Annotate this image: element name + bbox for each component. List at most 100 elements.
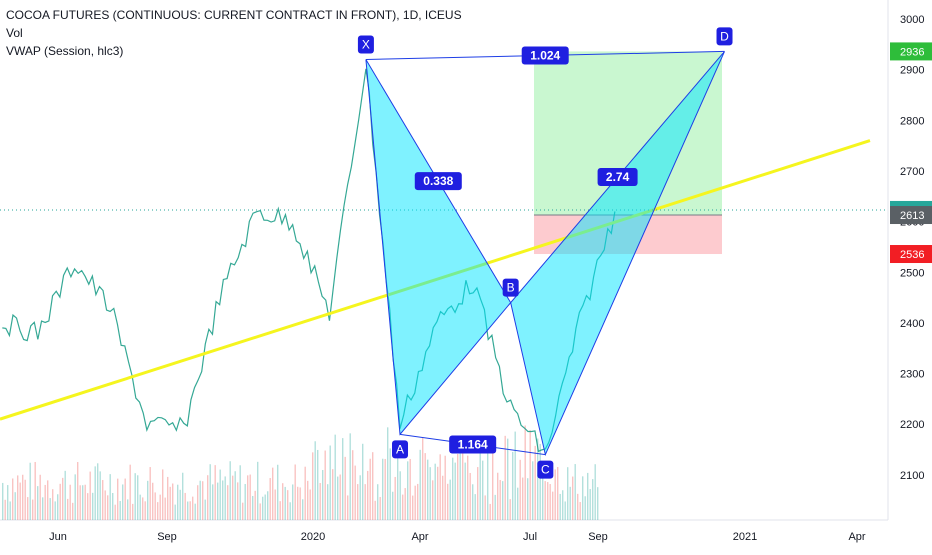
volume-bar bbox=[357, 484, 359, 520]
volume-bar bbox=[142, 497, 144, 520]
pattern-point-label: D bbox=[720, 29, 729, 43]
volume-bar bbox=[184, 492, 186, 520]
volume-bar bbox=[254, 490, 256, 520]
volume-bar bbox=[267, 491, 269, 520]
volume-bar bbox=[592, 479, 594, 520]
volume-bar bbox=[289, 502, 291, 520]
volume-bar bbox=[504, 435, 506, 520]
volume-bar bbox=[389, 448, 391, 520]
volume-bar bbox=[369, 458, 371, 520]
volume-bar bbox=[252, 495, 254, 520]
volume-bar bbox=[569, 486, 571, 520]
volume-bar bbox=[347, 495, 349, 520]
volume-bar bbox=[577, 493, 579, 520]
volume-bar bbox=[34, 461, 36, 520]
volume-bar bbox=[297, 486, 299, 520]
ratio-label: 1.024 bbox=[530, 48, 560, 62]
volume-bar bbox=[22, 474, 24, 520]
volume-bar bbox=[539, 443, 541, 520]
volume-bar bbox=[14, 492, 16, 520]
volume-bar bbox=[572, 476, 574, 520]
volume-bar bbox=[79, 485, 81, 520]
volume-bar bbox=[124, 478, 126, 520]
volume-bar bbox=[284, 486, 286, 520]
volume-bar bbox=[104, 490, 106, 520]
volume-bar bbox=[117, 478, 119, 520]
volume-bar bbox=[242, 502, 244, 520]
volume-bar bbox=[587, 472, 589, 520]
volume-bar bbox=[467, 455, 469, 520]
price-axis-tag bbox=[890, 42, 932, 61]
volume-bar bbox=[537, 438, 539, 520]
volume-bar bbox=[219, 469, 221, 520]
volume-bar bbox=[419, 449, 421, 520]
y-tick-label: 2200 bbox=[900, 419, 924, 431]
volume-bar bbox=[584, 496, 586, 520]
ratio-label-box bbox=[521, 46, 569, 65]
volume-bar bbox=[407, 461, 409, 520]
volume-bar bbox=[102, 480, 104, 520]
volume-bar bbox=[39, 474, 41, 520]
x-tick-label: Sep bbox=[157, 531, 177, 543]
y-tick-label: 3000 bbox=[900, 14, 924, 26]
volume-bar bbox=[469, 472, 471, 520]
volume-bar bbox=[377, 484, 379, 520]
volume-bar bbox=[129, 464, 131, 520]
volume-bar bbox=[444, 455, 446, 520]
volume-bar bbox=[424, 453, 426, 520]
volume-bar bbox=[139, 494, 141, 520]
volume-bar bbox=[534, 445, 536, 520]
volume-bar bbox=[44, 484, 46, 520]
volume-bar bbox=[112, 492, 114, 520]
pattern-point-box bbox=[357, 35, 374, 54]
volume-bar bbox=[387, 427, 389, 520]
volume-bar bbox=[499, 479, 501, 520]
volume-bar bbox=[514, 431, 516, 520]
volume-bar bbox=[9, 501, 11, 520]
price-series-line bbox=[2, 68, 616, 453]
pattern-triangle-xab bbox=[365, 59, 512, 436]
ratio-label-box bbox=[414, 172, 462, 191]
volume-bar bbox=[247, 475, 249, 520]
volume-bar bbox=[114, 504, 116, 520]
volume-bar bbox=[459, 451, 461, 520]
volume-bar bbox=[484, 495, 486, 520]
volume-bar bbox=[217, 482, 219, 520]
y-tick-label: 2500 bbox=[900, 267, 924, 279]
ratio-label-box bbox=[597, 168, 638, 187]
volume-bar bbox=[277, 464, 279, 520]
volume-bar bbox=[189, 501, 191, 520]
pattern-point-box bbox=[502, 278, 519, 297]
volume-bar bbox=[12, 478, 14, 520]
symbol-title: COCOA FUTURES (CONTINUOUS: CURRENT CONTR… bbox=[6, 8, 462, 22]
volume-bar bbox=[324, 450, 326, 520]
volume-bar bbox=[544, 481, 546, 520]
volume-bar bbox=[517, 487, 519, 520]
volume-bar bbox=[482, 460, 484, 520]
volume-bar bbox=[319, 483, 321, 520]
pattern-point-label: B bbox=[507, 281, 515, 295]
volume-bar bbox=[49, 498, 51, 520]
pattern-point-box bbox=[537, 460, 554, 479]
vwap-indicator-label: VWAP (Session, hlc3) bbox=[6, 44, 124, 58]
volume-bar bbox=[449, 479, 451, 520]
volume-bar bbox=[474, 494, 476, 520]
volume-bar bbox=[274, 489, 276, 520]
volume-bar bbox=[432, 480, 434, 520]
volume-bar bbox=[229, 461, 231, 520]
volume-bar bbox=[549, 484, 551, 520]
volume-bar bbox=[214, 465, 216, 520]
volume-bar bbox=[302, 499, 304, 520]
volume-bar bbox=[322, 470, 324, 520]
volume-bar bbox=[202, 481, 204, 520]
volume-bar bbox=[512, 451, 514, 520]
price-axis-tag-label: 2613 bbox=[900, 210, 924, 222]
volume-bar bbox=[559, 493, 561, 520]
volume-bar bbox=[464, 462, 466, 520]
volume-bar bbox=[379, 496, 381, 520]
volume-bar bbox=[399, 471, 401, 520]
pattern-point-label: C bbox=[541, 463, 550, 477]
volume-bar bbox=[507, 438, 509, 520]
